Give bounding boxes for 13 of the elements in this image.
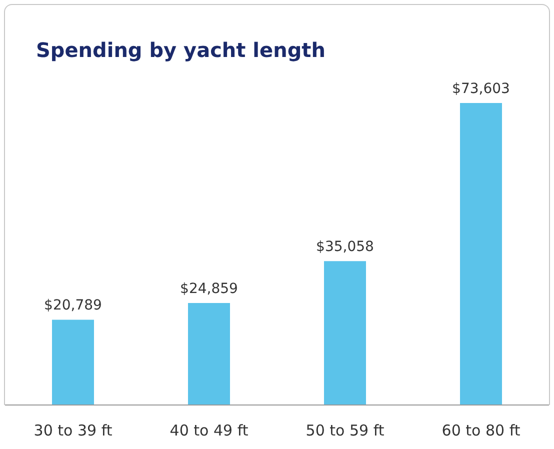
data-label: $35,058 bbox=[316, 239, 374, 256]
bar bbox=[188, 303, 230, 405]
data-label: $24,859 bbox=[180, 281, 238, 298]
x-tick-label: 40 to 49 ft bbox=[170, 422, 248, 440]
bar bbox=[324, 261, 366, 405]
chart-title: Spending by yacht length bbox=[36, 38, 326, 62]
data-label: $73,603 bbox=[452, 81, 510, 98]
x-tick-label: 50 to 59 ft bbox=[306, 422, 384, 440]
x-tick-label: 60 to 80 ft bbox=[442, 422, 520, 440]
x-tick-label: 30 to 39 ft bbox=[34, 422, 112, 440]
bar bbox=[52, 320, 94, 405]
data-label: $20,789 bbox=[44, 298, 102, 314]
bar bbox=[460, 103, 502, 405]
